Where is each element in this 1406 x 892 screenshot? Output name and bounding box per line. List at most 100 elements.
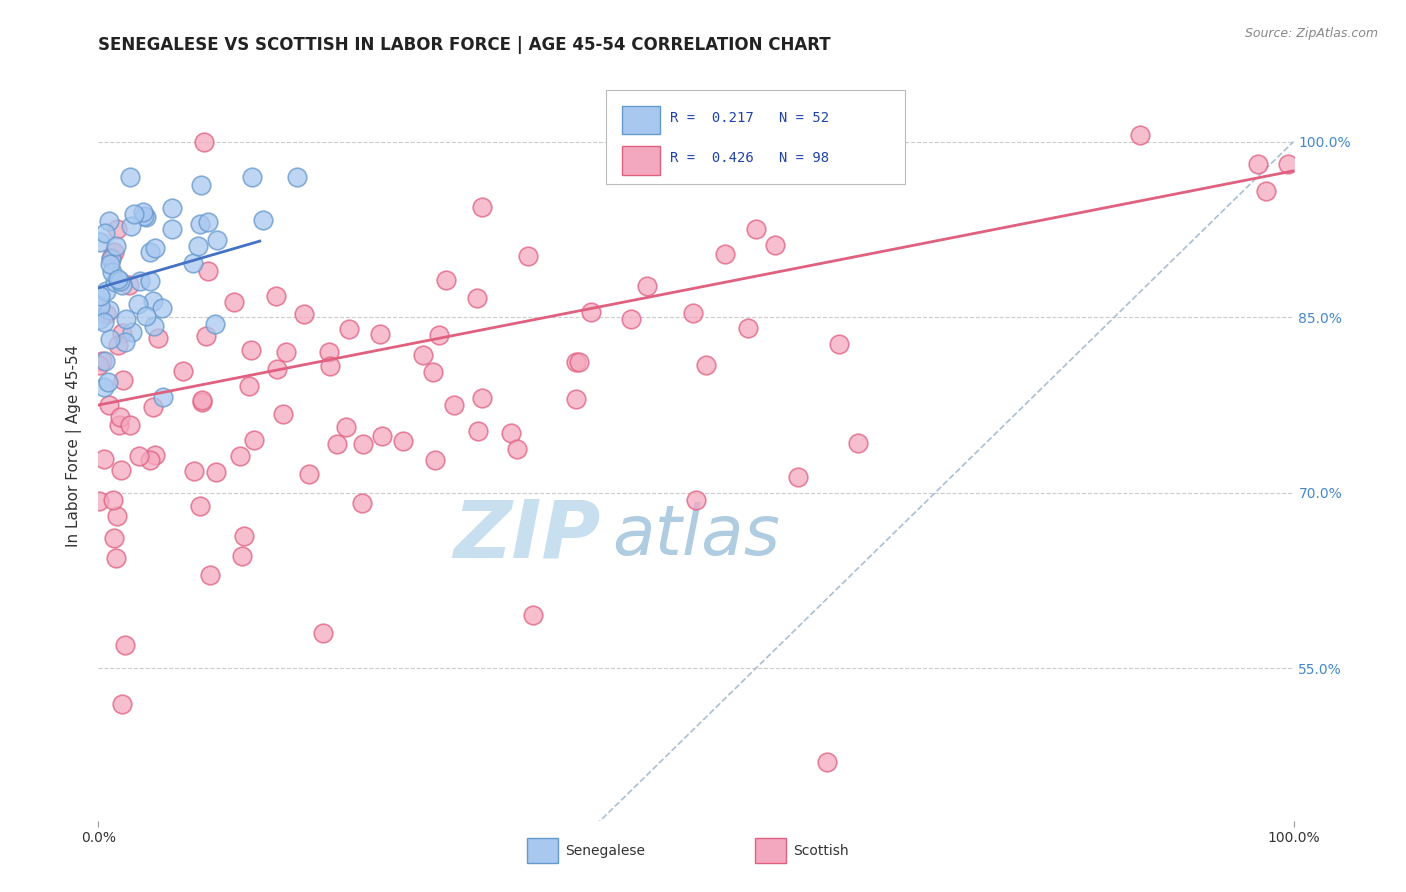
Point (104, 275, 127, 289)
Point (239, 343, 262, 357)
Point (565, 392, 588, 406)
Point (117, 277, 139, 292)
Point (188, 499, 211, 513)
Text: SENEGALESE VS SCOTTISH IN LABOR FORCE | AGE 45-54 CORRELATION CHART: SENEGALESE VS SCOTTISH IN LABOR FORCE | … (98, 36, 831, 54)
Point (285, 169, 308, 184)
Point (713, 247, 735, 261)
Point (737, 320, 759, 334)
Point (89, 312, 111, 326)
Point (264, 289, 287, 303)
Point (89, 299, 111, 313)
Point (233, 529, 256, 543)
Point (138, 245, 160, 260)
Point (499, 426, 522, 441)
Point (191, 395, 214, 409)
Point (129, 274, 152, 288)
Point (467, 424, 489, 438)
Point (427, 327, 450, 342)
Point (274, 345, 297, 359)
Point (425, 452, 447, 467)
Point (148, 331, 170, 345)
Point (318, 344, 340, 359)
Point (745, 222, 768, 236)
Point (517, 249, 540, 263)
Text: ZIP: ZIP (453, 497, 600, 575)
Point (142, 401, 165, 415)
Point (370, 327, 392, 342)
Point (108, 410, 131, 425)
Point (134, 210, 156, 224)
Point (98, 398, 121, 412)
Point (412, 348, 434, 362)
Point (238, 379, 260, 393)
Point (197, 264, 219, 278)
Point (434, 273, 457, 287)
Point (422, 365, 444, 379)
Point (110, 326, 132, 340)
Point (143, 241, 166, 255)
Point (111, 277, 134, 292)
Point (105, 509, 128, 524)
Point (685, 492, 707, 507)
Point (94, 307, 117, 321)
Point (181, 256, 204, 270)
Point (150, 301, 173, 315)
Point (1277, 157, 1299, 171)
Point (183, 464, 205, 478)
Point (815, 755, 838, 769)
Point (292, 306, 315, 320)
Point (135, 310, 157, 324)
Point (128, 450, 150, 464)
Point (90, 354, 112, 368)
Point (240, 169, 263, 184)
Point (143, 449, 166, 463)
Point (89, 288, 111, 302)
Point (786, 469, 808, 483)
Point (111, 697, 134, 711)
Point (194, 329, 217, 343)
Point (100, 252, 122, 266)
Point (105, 221, 128, 235)
Point (568, 355, 591, 369)
Point (143, 318, 166, 333)
Point (101, 265, 124, 279)
Point (96, 284, 118, 298)
Point (120, 219, 142, 234)
Point (229, 449, 252, 463)
FancyBboxPatch shape (606, 90, 905, 184)
Point (266, 362, 288, 376)
FancyBboxPatch shape (621, 106, 661, 135)
Point (326, 437, 349, 451)
Point (252, 213, 274, 227)
Point (205, 466, 228, 480)
Point (100, 252, 122, 266)
Point (636, 279, 658, 293)
FancyBboxPatch shape (621, 146, 661, 175)
Point (224, 295, 246, 310)
Point (98, 214, 121, 228)
Point (115, 312, 138, 326)
Point (471, 391, 494, 405)
Point (100, 332, 122, 346)
Point (695, 358, 717, 372)
Point (312, 626, 335, 640)
Point (352, 437, 374, 451)
Point (110, 463, 132, 477)
Point (103, 245, 125, 260)
Point (108, 418, 131, 433)
Point (318, 359, 340, 374)
Point (443, 398, 465, 412)
Point (162, 222, 184, 236)
Point (471, 201, 494, 215)
Point (101, 492, 124, 507)
Point (197, 215, 219, 229)
Point (335, 420, 357, 434)
Point (1129, 128, 1152, 143)
Text: R =  0.217   N = 52: R = 0.217 N = 52 (669, 111, 828, 125)
Point (104, 239, 127, 253)
Point (112, 373, 135, 387)
Point (190, 178, 212, 193)
Point (391, 434, 413, 449)
Point (204, 317, 226, 331)
Point (172, 364, 194, 378)
